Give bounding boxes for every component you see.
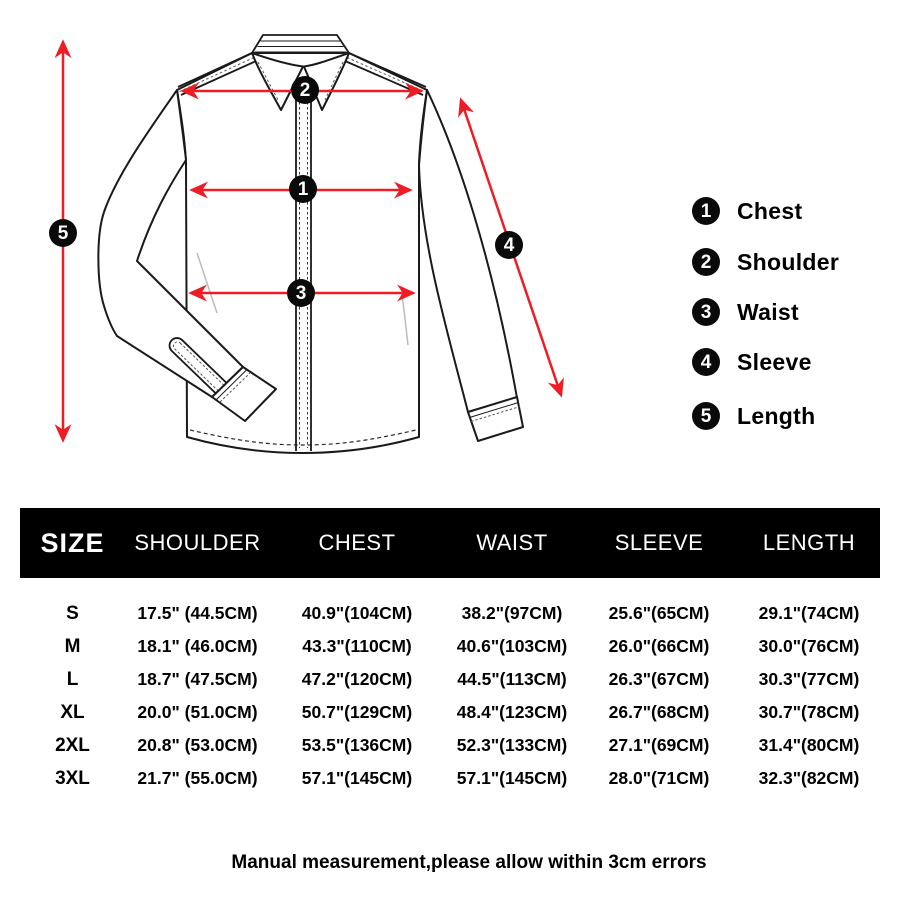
cell-length: 32.3"(82CM) bbox=[758, 768, 860, 788]
cell-sleeve: 26.7"(68CM) bbox=[608, 702, 710, 722]
cell-waist: 48.4"(123CM) bbox=[456, 702, 568, 722]
size-label: XL bbox=[60, 701, 85, 723]
shirt-measurement-diagram: 1 2 3 4 5 1 Chest 2 Shoulder 3 Waist 4 S… bbox=[49, 34, 839, 454]
table-row-2xl: 2XL 20.8" (53.0CM) 53.5"(136CM) 52.3"(13… bbox=[20, 729, 880, 762]
header-size: SIZE bbox=[40, 527, 105, 558]
cell-shoulder: 18.1" (46.0CM) bbox=[137, 636, 258, 656]
table-header-row: SIZE SHOULDER CHEST WAIST SLEEVE LENGTH bbox=[20, 508, 880, 578]
table-row-m: M 18.1" (46.0CM) 43.3"(110CM) 40.6"(103C… bbox=[20, 630, 880, 663]
cell-length: 29.1"(74CM) bbox=[758, 603, 860, 623]
cell-shoulder: 20.0" (51.0CM) bbox=[137, 702, 258, 722]
cell-length: 30.3"(77CM) bbox=[758, 669, 860, 689]
size-label: 2XL bbox=[55, 734, 90, 756]
cell-chest: 53.5"(136CM) bbox=[301, 735, 413, 755]
size-table: SIZE SHOULDER CHEST WAIST SLEEVE LENGTH … bbox=[20, 508, 880, 795]
cell-shoulder: 21.7" (55.0CM) bbox=[137, 768, 258, 788]
cell-sleeve: 26.0"(66CM) bbox=[608, 636, 710, 656]
sleeve-arrow-badge: 4 bbox=[495, 231, 523, 259]
cell-chest: 40.9"(104CM) bbox=[301, 603, 413, 623]
table-row-xl: XL 20.0" (51.0CM) 50.7"(129CM) 48.4"(123… bbox=[20, 696, 880, 729]
cell-sleeve: 28.0"(71CM) bbox=[608, 768, 710, 788]
cell-chest: 43.3"(110CM) bbox=[302, 636, 412, 656]
cell-length: 31.4"(80CM) bbox=[758, 735, 860, 755]
measurement-note: Manual measurement,please allow within 3… bbox=[231, 852, 707, 873]
cell-waist: 57.1"(145CM) bbox=[456, 768, 568, 788]
left-cuff bbox=[211, 366, 277, 422]
left-sleeve bbox=[97, 89, 277, 422]
table-body: S 17.5" (44.5CM) 40.9"(104CM) 38.2"(97CM… bbox=[20, 597, 880, 795]
right-cuff bbox=[467, 396, 524, 442]
cell-waist: 44.5"(113CM) bbox=[457, 669, 567, 689]
right-sleeve bbox=[418, 89, 524, 442]
header-sleeve: SLEEVE bbox=[614, 530, 704, 555]
size-label: S bbox=[66, 602, 79, 624]
table-row-3xl: 3XL 21.7" (55.0CM) 57.1"(145CM) 57.1"(14… bbox=[20, 762, 880, 795]
cell-shoulder: 18.7" (47.5CM) bbox=[137, 669, 258, 689]
header-chest: CHEST bbox=[318, 530, 396, 555]
header-shoulder: SHOULDER bbox=[134, 530, 261, 555]
shoulder-arrow-badge: 2 bbox=[291, 76, 319, 104]
cell-waist: 52.3"(133CM) bbox=[456, 735, 568, 755]
cell-sleeve: 26.3"(67CM) bbox=[608, 669, 710, 689]
chest-arrow-badge: 1 bbox=[289, 175, 317, 203]
cell-sleeve: 25.6"(65CM) bbox=[608, 603, 710, 623]
size-label: M bbox=[64, 635, 81, 657]
cell-chest: 47.2"(120CM) bbox=[301, 669, 413, 689]
cell-waist: 38.2"(97CM) bbox=[461, 603, 563, 623]
cell-waist: 40.6"(103CM) bbox=[456, 636, 568, 656]
header-waist: WAIST bbox=[476, 530, 548, 555]
cell-length: 30.0"(76CM) bbox=[758, 636, 860, 656]
cell-shoulder: 20.8" (53.0CM) bbox=[137, 735, 258, 755]
cell-sleeve: 27.1"(69CM) bbox=[608, 735, 710, 755]
waist-arrow-badge: 3 bbox=[287, 279, 315, 307]
header-length: LENGTH bbox=[762, 530, 856, 555]
size-label: L bbox=[66, 668, 79, 690]
table-row-s: S 17.5" (44.5CM) 40.9"(104CM) 38.2"(97CM… bbox=[20, 597, 880, 630]
cell-chest: 57.1"(145CM) bbox=[301, 768, 413, 788]
size-label: 3XL bbox=[55, 767, 90, 789]
crease-lines bbox=[196, 252, 409, 346]
cell-length: 30.7"(78CM) bbox=[758, 702, 860, 722]
cell-chest: 50.7"(129CM) bbox=[301, 702, 413, 722]
length-arrow-badge: 5 bbox=[49, 219, 77, 247]
cell-shoulder: 17.5" (44.5CM) bbox=[137, 603, 258, 623]
table-row-l: L 18.7" (47.5CM) 47.2"(120CM) 44.5"(113C… bbox=[20, 663, 880, 696]
shirt-illustration bbox=[54, 34, 564, 454]
